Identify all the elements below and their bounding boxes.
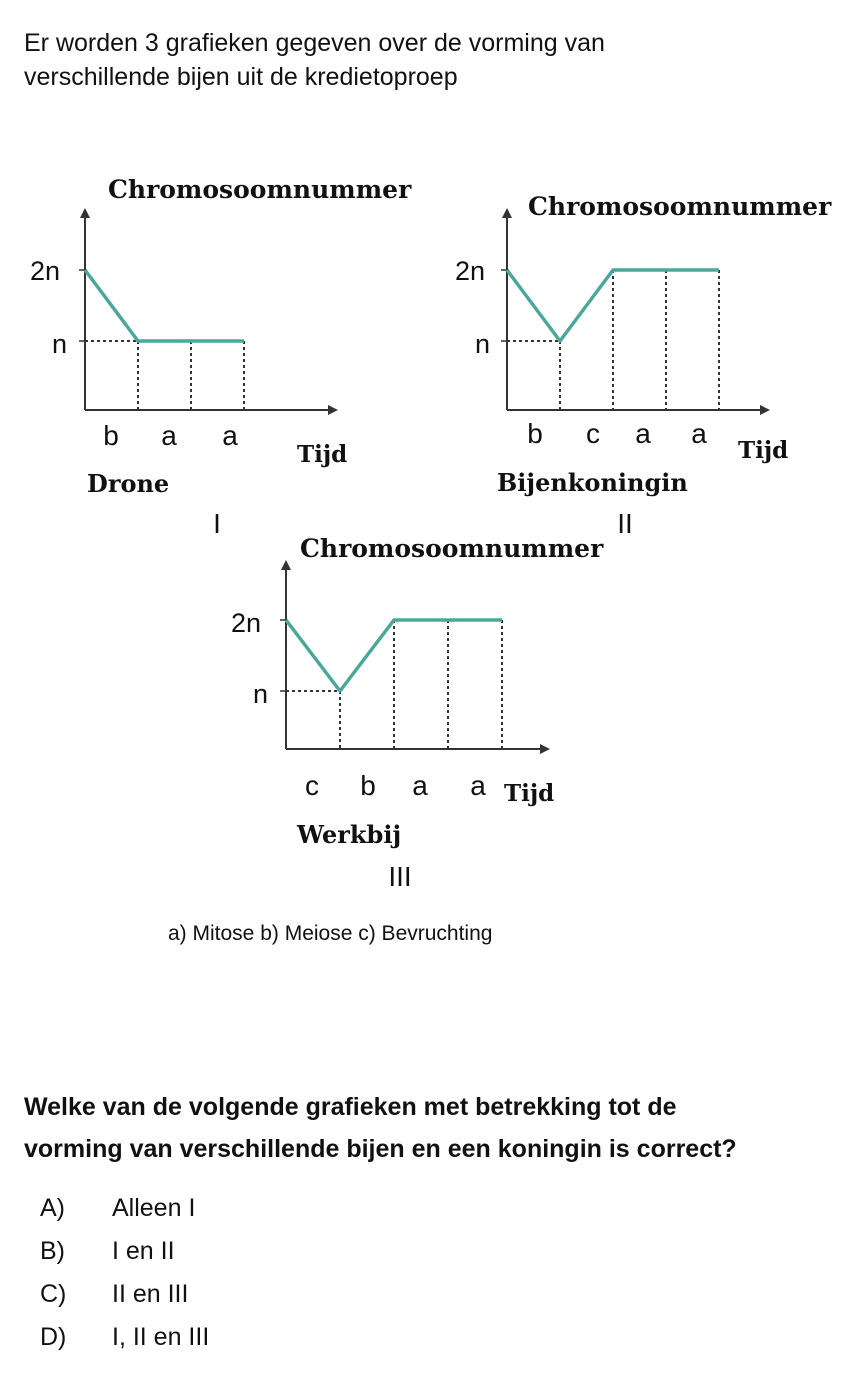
y-tick-label-2n: 2n [30, 256, 60, 286]
option-letter: D) [40, 1323, 67, 1351]
chromosome-line [83, 268, 244, 343]
option-text: Alleen I [112, 1194, 196, 1222]
legend-text: a) Mitose b) Meiose c) Bevruchting [168, 922, 493, 945]
chart-caption: Bijenkoningin [497, 468, 688, 497]
chart-3: 2n n c b a a Chromosoomnummer Tijd Werkbij III [231, 534, 604, 892]
x-category-label: c [586, 418, 600, 449]
y-tick-label-2n: 2n [231, 608, 261, 638]
y-tick-label-n: n [253, 679, 268, 709]
y-axis-title: Chromosoomnummer [108, 175, 412, 204]
chart-caption: Werkbij [296, 820, 401, 849]
option-letter: B) [40, 1237, 65, 1265]
y-axis-arrow [502, 208, 512, 218]
y-axis-arrow [80, 208, 90, 218]
chromosome-line [505, 268, 719, 343]
intro-text: Er worden 3 grafieken gegeven over de vo… [24, 26, 824, 94]
option-c[interactable]: C) II en III [40, 1273, 209, 1316]
option-d[interactable]: D) I, II en III [40, 1316, 209, 1359]
question-line-2: vorming van verschillende bijen en een k… [24, 1135, 737, 1163]
x-category-label: b [103, 420, 119, 451]
y-axis-title: Chromosoomnummer [528, 192, 832, 221]
chart-numeral: II [617, 508, 633, 539]
chart-numeral: I [213, 508, 221, 539]
answer-options: A) Alleen I B) I en II C) II en III D) I, II… [40, 1187, 209, 1359]
x-category-label: a [691, 418, 707, 449]
y-tick-label-n: n [475, 329, 490, 359]
x-category-label: a [412, 770, 428, 801]
x-axis-title: Tijd [504, 780, 554, 807]
y-axis-arrow [281, 560, 291, 570]
chart-1: 2n n b a a Chromosoomnummer Tijd Drone I [30, 175, 412, 539]
x-axis-title: Tijd [297, 441, 347, 468]
x-axis-arrow [760, 405, 770, 415]
option-text: I, II en III [112, 1323, 210, 1351]
x-category-label: a [222, 420, 238, 451]
option-letter: A) [40, 1194, 65, 1222]
question-text: Welke van de volgende grafieken met betr… [24, 1086, 844, 1170]
option-text: I en II [112, 1237, 175, 1265]
x-category-label: a [470, 770, 486, 801]
option-a[interactable]: A) Alleen I [40, 1187, 209, 1230]
x-category-label: a [161, 420, 177, 451]
x-category-label: b [360, 770, 376, 801]
option-text: II en III [112, 1280, 189, 1308]
intro-line-2: verschillende bijen uit de kredietoproep [24, 63, 458, 91]
x-axis-arrow [540, 744, 550, 754]
x-axis-title: Tijd [738, 437, 788, 464]
chromosome-line [284, 618, 502, 693]
x-category-label: a [635, 418, 651, 449]
x-axis-arrow [328, 405, 338, 415]
chart-numeral: III [388, 861, 411, 892]
intro-line-1: Er worden 3 grafieken gegeven over de vo… [24, 29, 605, 57]
question-line-1: Welke van de volgende grafieken met betr… [24, 1093, 677, 1121]
chromosome-graphs: 2n n b a a Chromosoomnummer Tijd Drone I 2n n b c a a C… [30, 175, 832, 892]
x-category-label: c [305, 770, 319, 801]
option-letter: C) [40, 1280, 67, 1308]
y-tick-label-n: n [52, 329, 67, 359]
y-axis-title: Chromosoomnummer [300, 534, 604, 563]
y-tick-label-2n: 2n [455, 256, 485, 286]
option-b[interactable]: B) I en II [40, 1230, 209, 1273]
chart-2: 2n n b c a a Chromosoomnummer Tijd Bijenkoningin… [455, 192, 832, 539]
chart-caption: Drone [87, 469, 169, 498]
x-category-label: b [527, 418, 543, 449]
